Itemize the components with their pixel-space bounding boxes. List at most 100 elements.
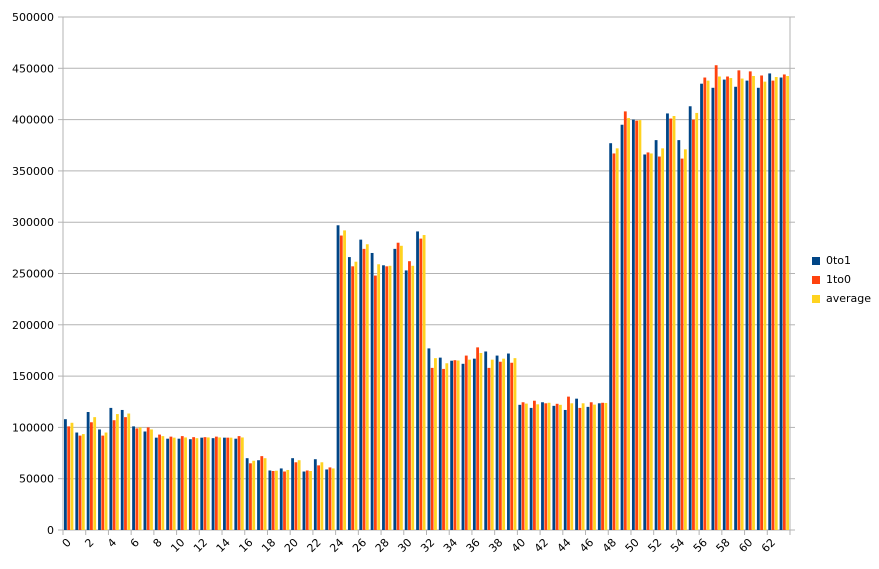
legend-label-0to1: 0to1 — [826, 254, 852, 267]
y-axis-label: 250000 — [12, 268, 54, 281]
bar-average-63 — [786, 76, 789, 530]
x-axis-label: 56 — [691, 536, 710, 555]
bar-1to0-44 — [567, 396, 570, 530]
bar-average-57 — [718, 76, 721, 530]
bar-0to1-16 — [245, 458, 249, 530]
bar-0to1-28 — [382, 265, 385, 530]
legend-swatch-1to0-icon — [812, 276, 820, 284]
bar-0to1-30 — [404, 270, 408, 530]
bar-average-38 — [502, 358, 506, 530]
bar-1to0-12 — [203, 437, 207, 530]
bar-1to0-35 — [464, 355, 468, 530]
bar-1to0-63 — [782, 74, 786, 531]
legend-item-0to1: 0to1 — [812, 255, 871, 267]
bar-1to0-16 — [249, 463, 252, 530]
x-axis-label: 22 — [305, 536, 324, 555]
bar-1to0-5 — [124, 417, 127, 530]
x-axis-label: 18 — [259, 536, 278, 555]
bar-0to1-45 — [575, 398, 578, 530]
bar-1to0-29 — [396, 242, 400, 530]
bar-average-48 — [615, 148, 619, 530]
bar-1to0-21 — [305, 470, 309, 530]
bar-0to1-25 — [347, 257, 351, 530]
bar-0to1-51 — [643, 154, 647, 531]
bar-average-53 — [672, 116, 676, 530]
bar-average-56 — [706, 80, 710, 531]
bar-0to1-1 — [75, 432, 79, 530]
y-axis-label: 350000 — [12, 165, 54, 178]
bar-average-32 — [434, 358, 437, 530]
bar-average-42 — [547, 402, 551, 530]
bar-1to0-24 — [339, 235, 343, 531]
bar-0to1-18 — [268, 470, 272, 530]
x-axis-label: 26 — [350, 536, 369, 555]
bar-1to0-17 — [260, 456, 264, 530]
bar-1to0-36 — [476, 347, 480, 530]
bar-0to1-19 — [279, 468, 283, 530]
bar-average-41 — [536, 404, 540, 530]
y-axis-label: 300000 — [12, 216, 54, 229]
bar-0to1-11 — [188, 439, 192, 530]
bar-1to0-48 — [612, 153, 616, 530]
x-axis-label: 36 — [464, 536, 483, 555]
bar-average-4 — [115, 414, 119, 530]
bar-1to0-61 — [760, 75, 764, 530]
bar-1to0-20 — [294, 462, 298, 530]
bar-average-24 — [343, 230, 346, 530]
bar-0to1-24 — [336, 225, 340, 530]
bar-1to0-25 — [351, 266, 355, 530]
bar-1to0-38 — [498, 361, 502, 530]
bar-1to0-34 — [453, 360, 457, 530]
bar-average-59 — [740, 78, 744, 530]
bar-0to1-8 — [154, 437, 158, 530]
bar-average-12 — [206, 437, 210, 530]
bar-average-15 — [240, 437, 244, 530]
bar-average-17 — [263, 458, 267, 530]
x-axis-label: 16 — [236, 536, 255, 555]
bar-0to1-58 — [722, 79, 726, 530]
bar-0to1-41 — [529, 407, 533, 530]
bar-0to1-52 — [654, 140, 658, 530]
y-axis-label: 500000 — [12, 11, 54, 24]
bar-0to1-20 — [291, 458, 295, 530]
bar-0to1-33 — [438, 357, 442, 530]
bar-1to0-59 — [737, 70, 741, 530]
bar-1to0-6 — [135, 428, 139, 530]
bar-0to1-37 — [484, 351, 488, 530]
bar-0to1-5 — [120, 409, 124, 530]
bar-average-34 — [456, 360, 460, 530]
bar-1to0-14 — [226, 437, 230, 530]
bar-1to0-46 — [589, 402, 593, 530]
bar-1to0-4 — [112, 420, 116, 530]
bar-0to1-2 — [86, 412, 90, 530]
x-axis-label: 50 — [623, 536, 642, 555]
bar-0to1-15 — [234, 438, 238, 530]
bar-1to0-56 — [703, 77, 707, 530]
bar-0to1-23 — [325, 469, 329, 530]
legend-swatch-0to1-icon — [812, 257, 820, 265]
bar-average-30 — [411, 265, 415, 530]
x-axis-label: 2 — [82, 536, 96, 550]
bar-1to0-57 — [714, 65, 718, 530]
legend-item-average: average — [812, 293, 871, 305]
bar-average-16 — [252, 460, 256, 530]
bar-0to1-47 — [597, 403, 601, 530]
bar-0to1-7 — [143, 431, 147, 530]
bar-1to0-9 — [169, 436, 173, 530]
bar-1to0-8 — [158, 434, 161, 530]
bar-0to1-44 — [563, 409, 567, 530]
bar-0to1-29 — [393, 248, 397, 530]
bar-0to1-9 — [166, 438, 170, 530]
bar-average-6 — [138, 427, 142, 530]
x-axis-label: 38 — [486, 536, 505, 555]
bar-average-31 — [422, 235, 426, 530]
legend-label-average: average — [826, 292, 872, 305]
bar-1to0-10 — [180, 436, 184, 530]
bar-1to0-28 — [385, 266, 389, 530]
bar-average-26 — [365, 244, 369, 530]
bar-0to1-38 — [495, 355, 499, 530]
y-axis-label: 50000 — [19, 473, 54, 486]
y-axis-label: 150000 — [12, 370, 54, 383]
bar-1to0-37 — [487, 367, 491, 530]
bar-average-8 — [161, 436, 165, 530]
